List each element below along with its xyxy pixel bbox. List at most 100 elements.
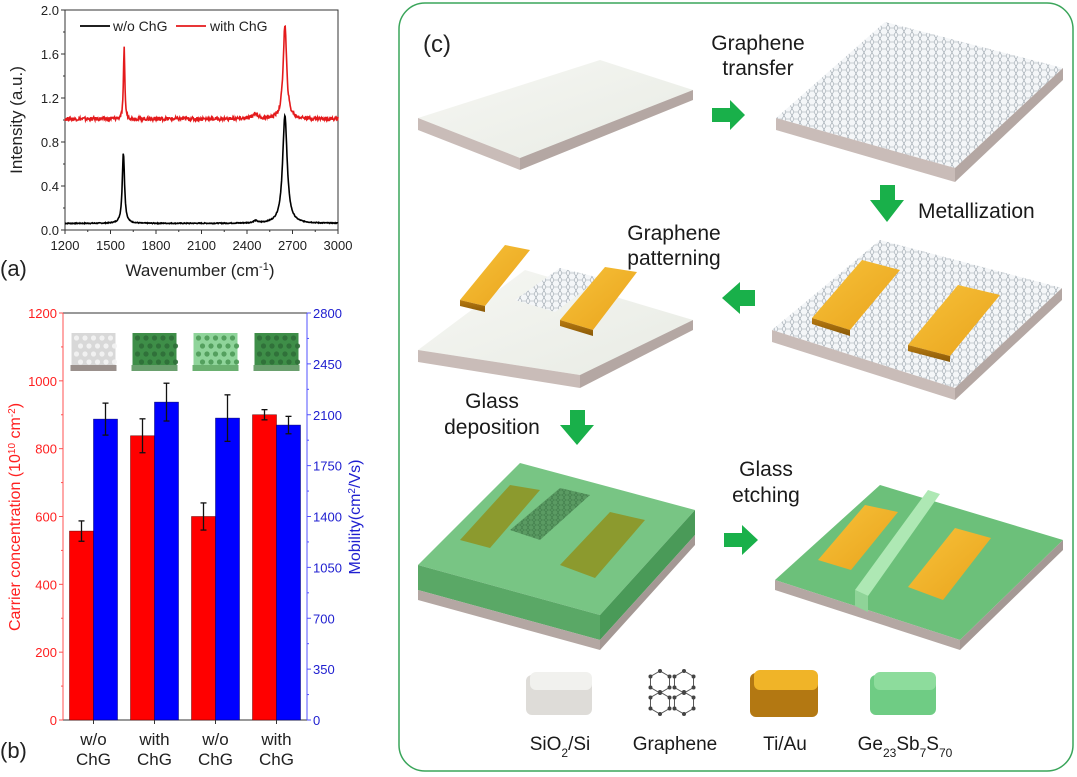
inset-hex-cell	[143, 335, 149, 341]
y-tick-label-left: 1200	[28, 306, 57, 321]
inset-hex-cell	[256, 351, 263, 357]
inset-hex-cell	[94, 359, 101, 365]
inset-hex-cell	[168, 335, 175, 341]
y-axis-label-right: Mobility(cm2/Vs)	[347, 460, 365, 575]
material-legend: SiO2/Si Graphene Ti/Au Ge23Sb7S70	[526, 669, 953, 760]
x-tick-label: 1800	[142, 238, 171, 253]
inset-hex-cell	[256, 335, 263, 341]
step-graphene-patterning	[418, 245, 693, 388]
legend-swatch-ti-au	[750, 670, 818, 717]
inset-hex-cell	[90, 351, 97, 357]
legend-label-ge-sb-s: Ge23Sb7S70	[858, 734, 953, 760]
x-tick-label: 2400	[233, 238, 262, 253]
bar-mobility	[276, 424, 301, 721]
graphene-atom	[672, 706, 677, 711]
legend-label-sio2-si: SiO2/Si	[530, 734, 591, 760]
inset-hex-cell	[273, 335, 280, 341]
y-tick-label-left: 400	[35, 577, 57, 592]
inset-substrate-edge	[70, 365, 117, 371]
inset-hex-cell	[229, 335, 236, 341]
panel-c-frame	[398, 2, 1074, 772]
legend-label-ti-au: Ti/Au	[763, 734, 807, 755]
inset-hex-cell	[111, 343, 118, 349]
bar-mobility	[93, 418, 118, 721]
step-label-glass-deposition-2: deposition	[444, 416, 540, 439]
graphene-hexagon	[673, 691, 695, 715]
bar-carrier-concentration	[69, 530, 94, 721]
y-tick-label: 0.8	[41, 135, 59, 150]
x-tick-label: 1200	[51, 238, 80, 253]
x-category-label: w/o	[201, 730, 228, 749]
inset-hex-cell	[147, 343, 153, 349]
inset-hex-cell	[99, 351, 105, 357]
inset-hex-cell	[233, 343, 240, 349]
inset-hex-cell	[265, 351, 271, 357]
inset-hex-cell	[195, 351, 202, 357]
inset-hex-cell	[82, 351, 88, 357]
step-label-metallization: Metallization	[918, 200, 1035, 223]
y-tick-label: 1.6	[41, 47, 59, 62]
panel-label-a: (a)	[0, 256, 27, 281]
inset-hex-cell	[73, 335, 80, 341]
graphene-atom	[648, 706, 653, 711]
y-tick-label-left: 200	[35, 645, 57, 660]
step-label-graphene-patterning-2: patterning	[627, 247, 720, 270]
arrow-left-icon	[722, 282, 755, 314]
x-axis-label: Wavenumber (cm-1)	[126, 261, 275, 280]
inset-hex-cell	[208, 359, 214, 365]
inset-hex-cell	[86, 359, 92, 365]
step-graphene-transfer	[776, 22, 1063, 182]
inset-hex-cell	[204, 351, 210, 357]
graphene-atom	[691, 695, 696, 700]
graphene-atom	[658, 690, 662, 694]
inset-hex-cell	[294, 343, 301, 349]
y-tick-label-right: 2100	[313, 408, 342, 423]
graphene-atom	[648, 695, 653, 700]
arrow-down-icon-2	[560, 410, 594, 445]
graphene-atom	[648, 674, 653, 679]
y-axis-label-left: Carrier concentration (1010 cm-2)	[7, 403, 25, 631]
inset-hex-cell	[151, 351, 158, 357]
x-tick-label: 1500	[96, 238, 125, 253]
step-label-graphene-transfer-1: Graphene	[711, 32, 804, 55]
inset-hex-cell	[107, 351, 114, 357]
y-tick-label-left: 1000	[28, 374, 57, 389]
inset-hex-cell	[155, 359, 162, 365]
inset-hex-cell	[260, 359, 267, 365]
panel-label-b: (b)	[0, 738, 27, 763]
arrow-down-icon	[870, 185, 904, 222]
inset-hex-cell	[151, 335, 158, 341]
x-category-label: with	[260, 730, 291, 749]
inset-hex-cell	[225, 359, 231, 365]
inset-hex-cell	[103, 359, 109, 365]
inset-hex-cell	[221, 335, 227, 341]
step-label-glass-deposition-1: Glass	[465, 390, 519, 413]
inset-hex-cell	[172, 359, 179, 365]
inset-hex-cell	[73, 351, 80, 357]
y-tick-label-left: 600	[35, 510, 57, 525]
arrow-right-icon	[712, 100, 745, 130]
inset-hex-cell	[208, 343, 214, 349]
series-line-with-chg	[64, 25, 339, 124]
graphene-atom	[691, 674, 696, 679]
inset-hex-cell	[225, 343, 231, 349]
y-axis-label: Intensity (a.u.)	[7, 66, 26, 174]
legend-label-with-chg: with ChG	[209, 18, 268, 34]
y-tick-label-right: 350	[313, 662, 335, 677]
inset-hex-cell	[290, 335, 297, 341]
graphene-atom	[667, 674, 672, 679]
series-line-without-chg	[64, 112, 339, 225]
bar-carrier-concentration	[130, 435, 155, 721]
x-category-label: ChG	[259, 750, 294, 769]
graphene-atom	[682, 669, 686, 673]
graphene-atom	[648, 685, 653, 690]
x-category-label: w/o	[79, 730, 106, 749]
graphene-atom	[672, 674, 677, 679]
y-tick-label-right: 700	[313, 611, 335, 626]
inset-hex-cell	[138, 359, 145, 365]
inset-hex-cell	[160, 335, 166, 341]
inset-hex-cell	[172, 343, 179, 349]
legend-label-graphene: Graphene	[633, 734, 718, 755]
step-label-graphene-patterning-1: Graphene	[627, 222, 720, 245]
legend-swatch-sio2-si	[526, 672, 592, 715]
